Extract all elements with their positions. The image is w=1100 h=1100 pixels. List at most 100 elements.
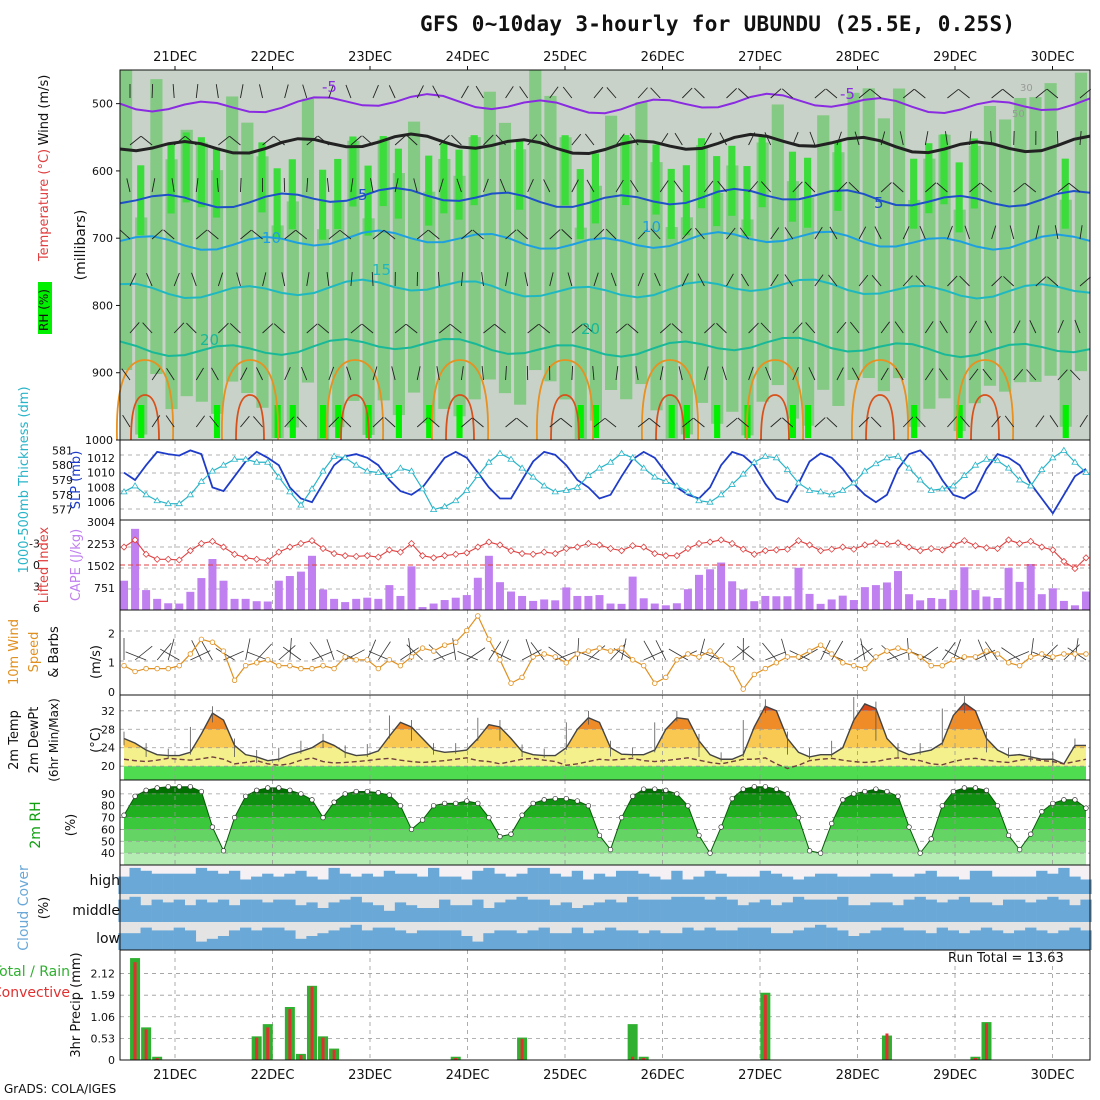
wind-point — [1061, 651, 1067, 657]
wind-point — [1016, 662, 1023, 669]
wind-barb — [1008, 651, 1030, 661]
wind-barb — [289, 638, 292, 661]
precip-tick-label: 1.59 — [91, 989, 116, 1002]
cloud-bar-low — [582, 933, 595, 950]
rh-point — [652, 786, 658, 792]
cape-bar — [429, 603, 438, 610]
wind-barb — [505, 417, 517, 428]
rh-point — [187, 784, 193, 790]
li-point — [374, 553, 382, 561]
wind-tick-label: 2 — [108, 627, 115, 640]
rh-column — [226, 96, 239, 382]
rh-band — [124, 829, 1086, 842]
wind-barb — [1069, 369, 1081, 381]
wind-barb — [218, 135, 230, 146]
wind-barb — [519, 86, 529, 99]
cloud-bar-high — [914, 873, 926, 894]
cloud-bar-middle — [914, 896, 926, 922]
temp-band — [124, 702, 1086, 711]
rh-point — [1050, 800, 1056, 806]
wind-barb — [668, 648, 689, 661]
cloud-bar-high — [560, 876, 572, 894]
cape-bar — [805, 593, 814, 610]
wind-barb — [576, 638, 580, 661]
wind-barb — [849, 321, 860, 334]
wind-point — [552, 654, 558, 660]
temp-band — [124, 766, 1086, 780]
wind-barb — [561, 229, 573, 240]
date-label-top: 22DEC — [251, 50, 295, 65]
cape-bar — [882, 582, 891, 610]
wind-barb — [207, 229, 219, 240]
li-tick-label: 0 — [33, 559, 40, 572]
wind-barb — [858, 274, 869, 287]
wind-barb — [717, 180, 727, 193]
rh-patch — [137, 165, 145, 236]
wind-barb — [792, 366, 799, 381]
cloud-bar-low — [903, 930, 915, 950]
thickness-point — [297, 501, 305, 508]
rh-column — [802, 197, 815, 426]
wind-barb — [1013, 368, 1024, 381]
cloud-bar-low — [217, 936, 230, 950]
cloud-bar-middle — [206, 902, 219, 922]
rh-point — [209, 824, 216, 830]
cloud-bar-middle — [262, 902, 274, 922]
rh-patch — [516, 139, 524, 210]
wind-point — [652, 680, 658, 686]
temp-band — [124, 710, 1086, 730]
wind-barb — [129, 273, 137, 287]
wind-barb — [524, 272, 529, 287]
wind-barb — [548, 646, 567, 661]
li-point — [706, 538, 714, 546]
rh-band — [124, 793, 1086, 806]
cloud-bar-low — [726, 930, 738, 950]
wind-barb — [372, 366, 378, 381]
cloud-bar-high — [306, 876, 318, 894]
li-point — [231, 550, 239, 558]
cape-bar — [507, 591, 516, 610]
wind-point — [1028, 654, 1034, 660]
wind-barb — [146, 272, 153, 287]
thickness-point — [993, 456, 1002, 464]
wind-point — [486, 636, 492, 643]
li-point — [772, 546, 780, 554]
cloud-bar-low — [649, 930, 661, 950]
cloud-bar-low — [483, 933, 495, 950]
wind-barb — [151, 368, 161, 381]
rh-column — [877, 118, 890, 392]
rh-column — [605, 115, 618, 390]
rh-point — [397, 803, 404, 809]
wind-barb — [1068, 182, 1081, 193]
cloud-bar-low — [339, 927, 351, 950]
cloud-bar-low — [394, 930, 407, 950]
li-tick-label: 6 — [33, 602, 40, 615]
cloud-bar-low — [361, 930, 373, 950]
wind-barb — [958, 88, 970, 99]
wind-barb — [693, 417, 705, 428]
thickness-point — [120, 488, 128, 495]
wind-barb — [1013, 320, 1021, 334]
date-label-top: 21DEC — [153, 50, 197, 65]
pressure-tick-label: 1000 — [85, 434, 113, 447]
li-point — [562, 544, 570, 553]
cloud-bar-high — [638, 873, 650, 894]
wind-barb — [1035, 88, 1047, 99]
rh-axis-label: 2m RH — [28, 801, 44, 848]
wind-point — [884, 648, 890, 654]
wind-barb — [781, 417, 794, 428]
li-point — [363, 552, 371, 560]
cloud-bar-low — [184, 930, 197, 950]
rh-band — [124, 853, 1086, 865]
panel-frame — [119, 439, 1091, 521]
wind-barb — [870, 88, 882, 99]
thickness-point — [241, 455, 250, 462]
isotherm-20 — [119, 336, 1091, 359]
li-point — [651, 549, 659, 558]
rh-tick-label: 40 — [101, 847, 115, 860]
wind-barb — [377, 641, 391, 661]
cloud-bar-high — [1036, 870, 1048, 894]
cloud-bar-middle — [571, 908, 584, 922]
rh-column — [301, 98, 315, 383]
cloud-bar-high — [859, 876, 871, 894]
